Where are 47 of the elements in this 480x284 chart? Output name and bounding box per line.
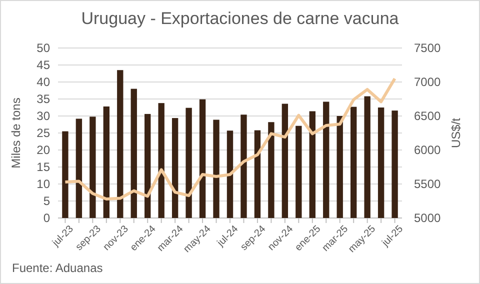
bar <box>117 70 124 218</box>
bar <box>254 130 261 218</box>
y2-axis-title: US$/t <box>449 117 463 148</box>
source-note: Fuente: Aduanas <box>12 261 103 275</box>
bar <box>336 116 343 218</box>
bar <box>144 114 151 218</box>
bar <box>226 130 234 218</box>
chart-title: Uruguay - Exportaciones de carne vacuna <box>81 9 400 28</box>
bar <box>364 96 370 218</box>
y2-tick-label: 6500 <box>414 108 442 123</box>
bar <box>309 111 316 218</box>
bar <box>378 108 384 218</box>
y-tick-label: 10 <box>36 176 50 191</box>
y-tick-label: 15 <box>36 160 50 174</box>
bar <box>213 120 220 218</box>
y-tick-label: 5 <box>43 194 50 208</box>
bar <box>90 116 96 218</box>
bar <box>172 118 178 218</box>
y-tick-label: 40 <box>36 74 50 89</box>
y-tick-label: 25 <box>36 126 50 140</box>
bar <box>350 106 357 218</box>
bar <box>268 122 274 218</box>
bar <box>76 118 82 218</box>
y2-tick-label: 5000 <box>414 210 442 225</box>
y2-tick-label: 6000 <box>414 142 442 157</box>
y2-tick-label: 7000 <box>414 74 442 89</box>
y-tick-label: 0 <box>43 210 50 225</box>
bar <box>158 103 164 218</box>
bar <box>282 104 288 218</box>
bar <box>199 99 206 218</box>
y-axis-title: Miles de tons <box>9 98 23 168</box>
y-tick-label: 35 <box>36 92 50 106</box>
bar <box>186 108 192 218</box>
bar <box>130 88 137 218</box>
bar <box>62 131 68 218</box>
line-series <box>64 77 396 200</box>
bar <box>323 102 330 218</box>
y-tick-label: 20 <box>36 142 50 157</box>
y-tick-label: 30 <box>36 108 50 123</box>
y2-tick-label: 7500 <box>414 40 442 55</box>
y-tick-label: 45 <box>36 58 50 72</box>
y2-tick-label: 5500 <box>414 176 442 191</box>
bar <box>392 110 398 218</box>
bar <box>296 126 302 218</box>
bar <box>240 114 247 218</box>
bar <box>103 106 110 218</box>
y-tick-label: 50 <box>36 40 50 55</box>
